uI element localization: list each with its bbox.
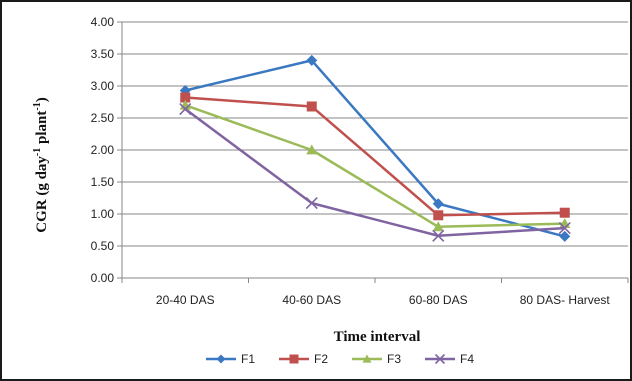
- y-tick-label: 4.00: [91, 15, 115, 29]
- y-axis-title: CGR (g day-1 plant-1): [32, 97, 50, 232]
- y-tick-label: 2.50: [91, 111, 115, 125]
- legend: F1 F2 F3 F4: [206, 352, 474, 366]
- legend-swatch-marker: [362, 354, 372, 363]
- legend-swatch-marker: [434, 353, 446, 365]
- y-tick-label: 3.50: [91, 47, 115, 61]
- series-line: [184, 59, 566, 238]
- x-tick-label: 80 DAS- Harvest: [520, 293, 611, 307]
- data-point-f1: [306, 54, 318, 66]
- legend-item-f1: F1: [206, 352, 255, 366]
- legend-swatch-marker: [289, 354, 299, 364]
- series-line: [184, 108, 565, 238]
- legend-item-f3: F3: [352, 352, 401, 366]
- x-tick-label: 20-40 DAS: [156, 293, 215, 307]
- y-tick-label: 1.50: [91, 175, 115, 189]
- data-point-f1: [559, 230, 571, 242]
- data-point-f4: [558, 222, 571, 235]
- data-point-f4: [305, 197, 318, 210]
- legend-item-f4: F4: [425, 352, 474, 366]
- data-point-f2: [180, 92, 191, 103]
- data-point-f1: [432, 198, 444, 210]
- data-point-f2: [433, 210, 444, 221]
- legend-label: F2: [314, 352, 328, 366]
- y-tick-label: 2.00: [91, 143, 115, 157]
- x-tick-label: 40-60 DAS: [282, 293, 341, 307]
- y-tick-label: 1.00: [91, 207, 115, 221]
- data-point-f2: [306, 101, 317, 112]
- y-axis-title-sup2: -1: [32, 102, 43, 110]
- data-point-f4: [432, 229, 445, 242]
- legend-item-f2: F2: [279, 352, 328, 366]
- y-tick-label: 0.50: [91, 239, 115, 253]
- series-f3: [179, 99, 571, 232]
- y-axis-title-end: ): [34, 97, 50, 102]
- x-tick-labels: 20-40 DAS 40-60 DAS 60-80 DAS 80 DAS- Harve…: [156, 293, 611, 307]
- y-tick-labels: 0.00 0.50 1.00 1.50 2.00 2.50 3.00 3.50 4.00: [91, 15, 115, 285]
- x-tick-label: 60-80 DAS: [409, 293, 468, 307]
- data-point-f4: [179, 102, 192, 116]
- series: [179, 54, 571, 242]
- series-line: [184, 104, 565, 229]
- x-axis-title: Time interval: [334, 329, 421, 345]
- data-point-f2: [559, 207, 570, 218]
- series-f2: [180, 92, 570, 221]
- legend-label: F4: [460, 352, 474, 366]
- legend-label: F3: [387, 352, 401, 366]
- data-point-f3: [432, 221, 444, 232]
- legend-label: F1: [241, 352, 255, 366]
- y-tick-label: 3.00: [91, 79, 115, 93]
- series-f4: [179, 102, 571, 242]
- y-axis-title-sup1: -1: [32, 148, 43, 156]
- legend-swatch-marker: [216, 354, 226, 364]
- data-point-f3: [306, 144, 318, 155]
- series-line: [185, 96, 565, 217]
- y-axis-title-main: CGR (g day: [34, 156, 50, 233]
- axes: [117, 21, 629, 283]
- y-tick-label: 0.00: [91, 271, 115, 285]
- y-axis-title-mid: plant: [34, 111, 50, 148]
